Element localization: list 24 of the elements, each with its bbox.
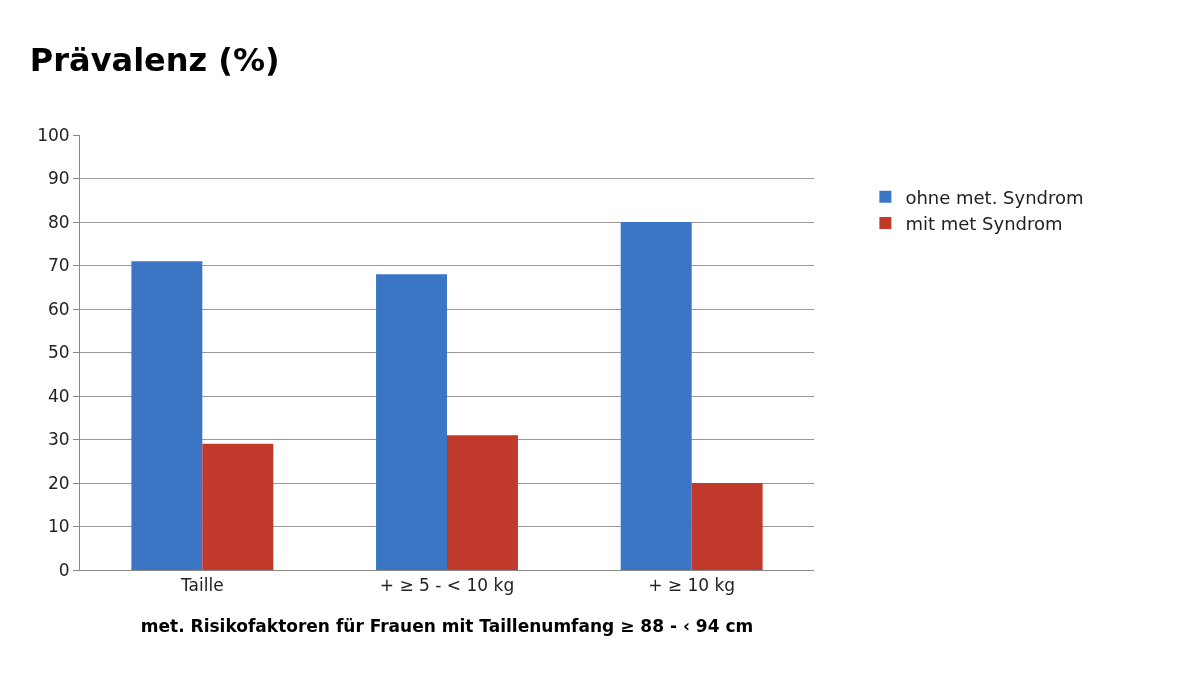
y-tick-label: 30 xyxy=(47,429,70,450)
y-tick-label: 0 xyxy=(58,559,70,580)
y-tick-label: 70 xyxy=(47,255,70,276)
y-tick-label: 10 xyxy=(47,516,70,537)
x-axis-title: met. Risikofaktoren für Frauen mit Taillenumfang ≥ 88 - ‹ 94 cm xyxy=(140,615,754,636)
x-tick-label: + ≥ 10 kg xyxy=(648,575,736,596)
y-tick-label: 60 xyxy=(47,298,70,319)
y-tick-label: 90 xyxy=(47,168,70,189)
bar xyxy=(691,483,763,570)
chart-title: Prävalenz (%) xyxy=(29,41,280,80)
y-tick-label: 40 xyxy=(47,385,70,406)
legend-label: ohne met. Syndrom xyxy=(905,186,1084,208)
y-tick-label: 80 xyxy=(47,211,70,232)
x-tick-label: + ≥ 5 - < 10 kg xyxy=(379,575,515,596)
bar xyxy=(376,274,447,570)
bar xyxy=(620,222,692,570)
bar xyxy=(447,435,518,570)
bar xyxy=(202,443,274,570)
y-tick-label: 100 xyxy=(37,124,70,145)
legend-label: mit met Syndrom xyxy=(905,213,1063,235)
bar xyxy=(131,261,203,570)
y-tick-label: 50 xyxy=(47,342,70,363)
y-tick-label: 20 xyxy=(47,472,70,493)
x-tick-label: Taille xyxy=(180,575,224,596)
